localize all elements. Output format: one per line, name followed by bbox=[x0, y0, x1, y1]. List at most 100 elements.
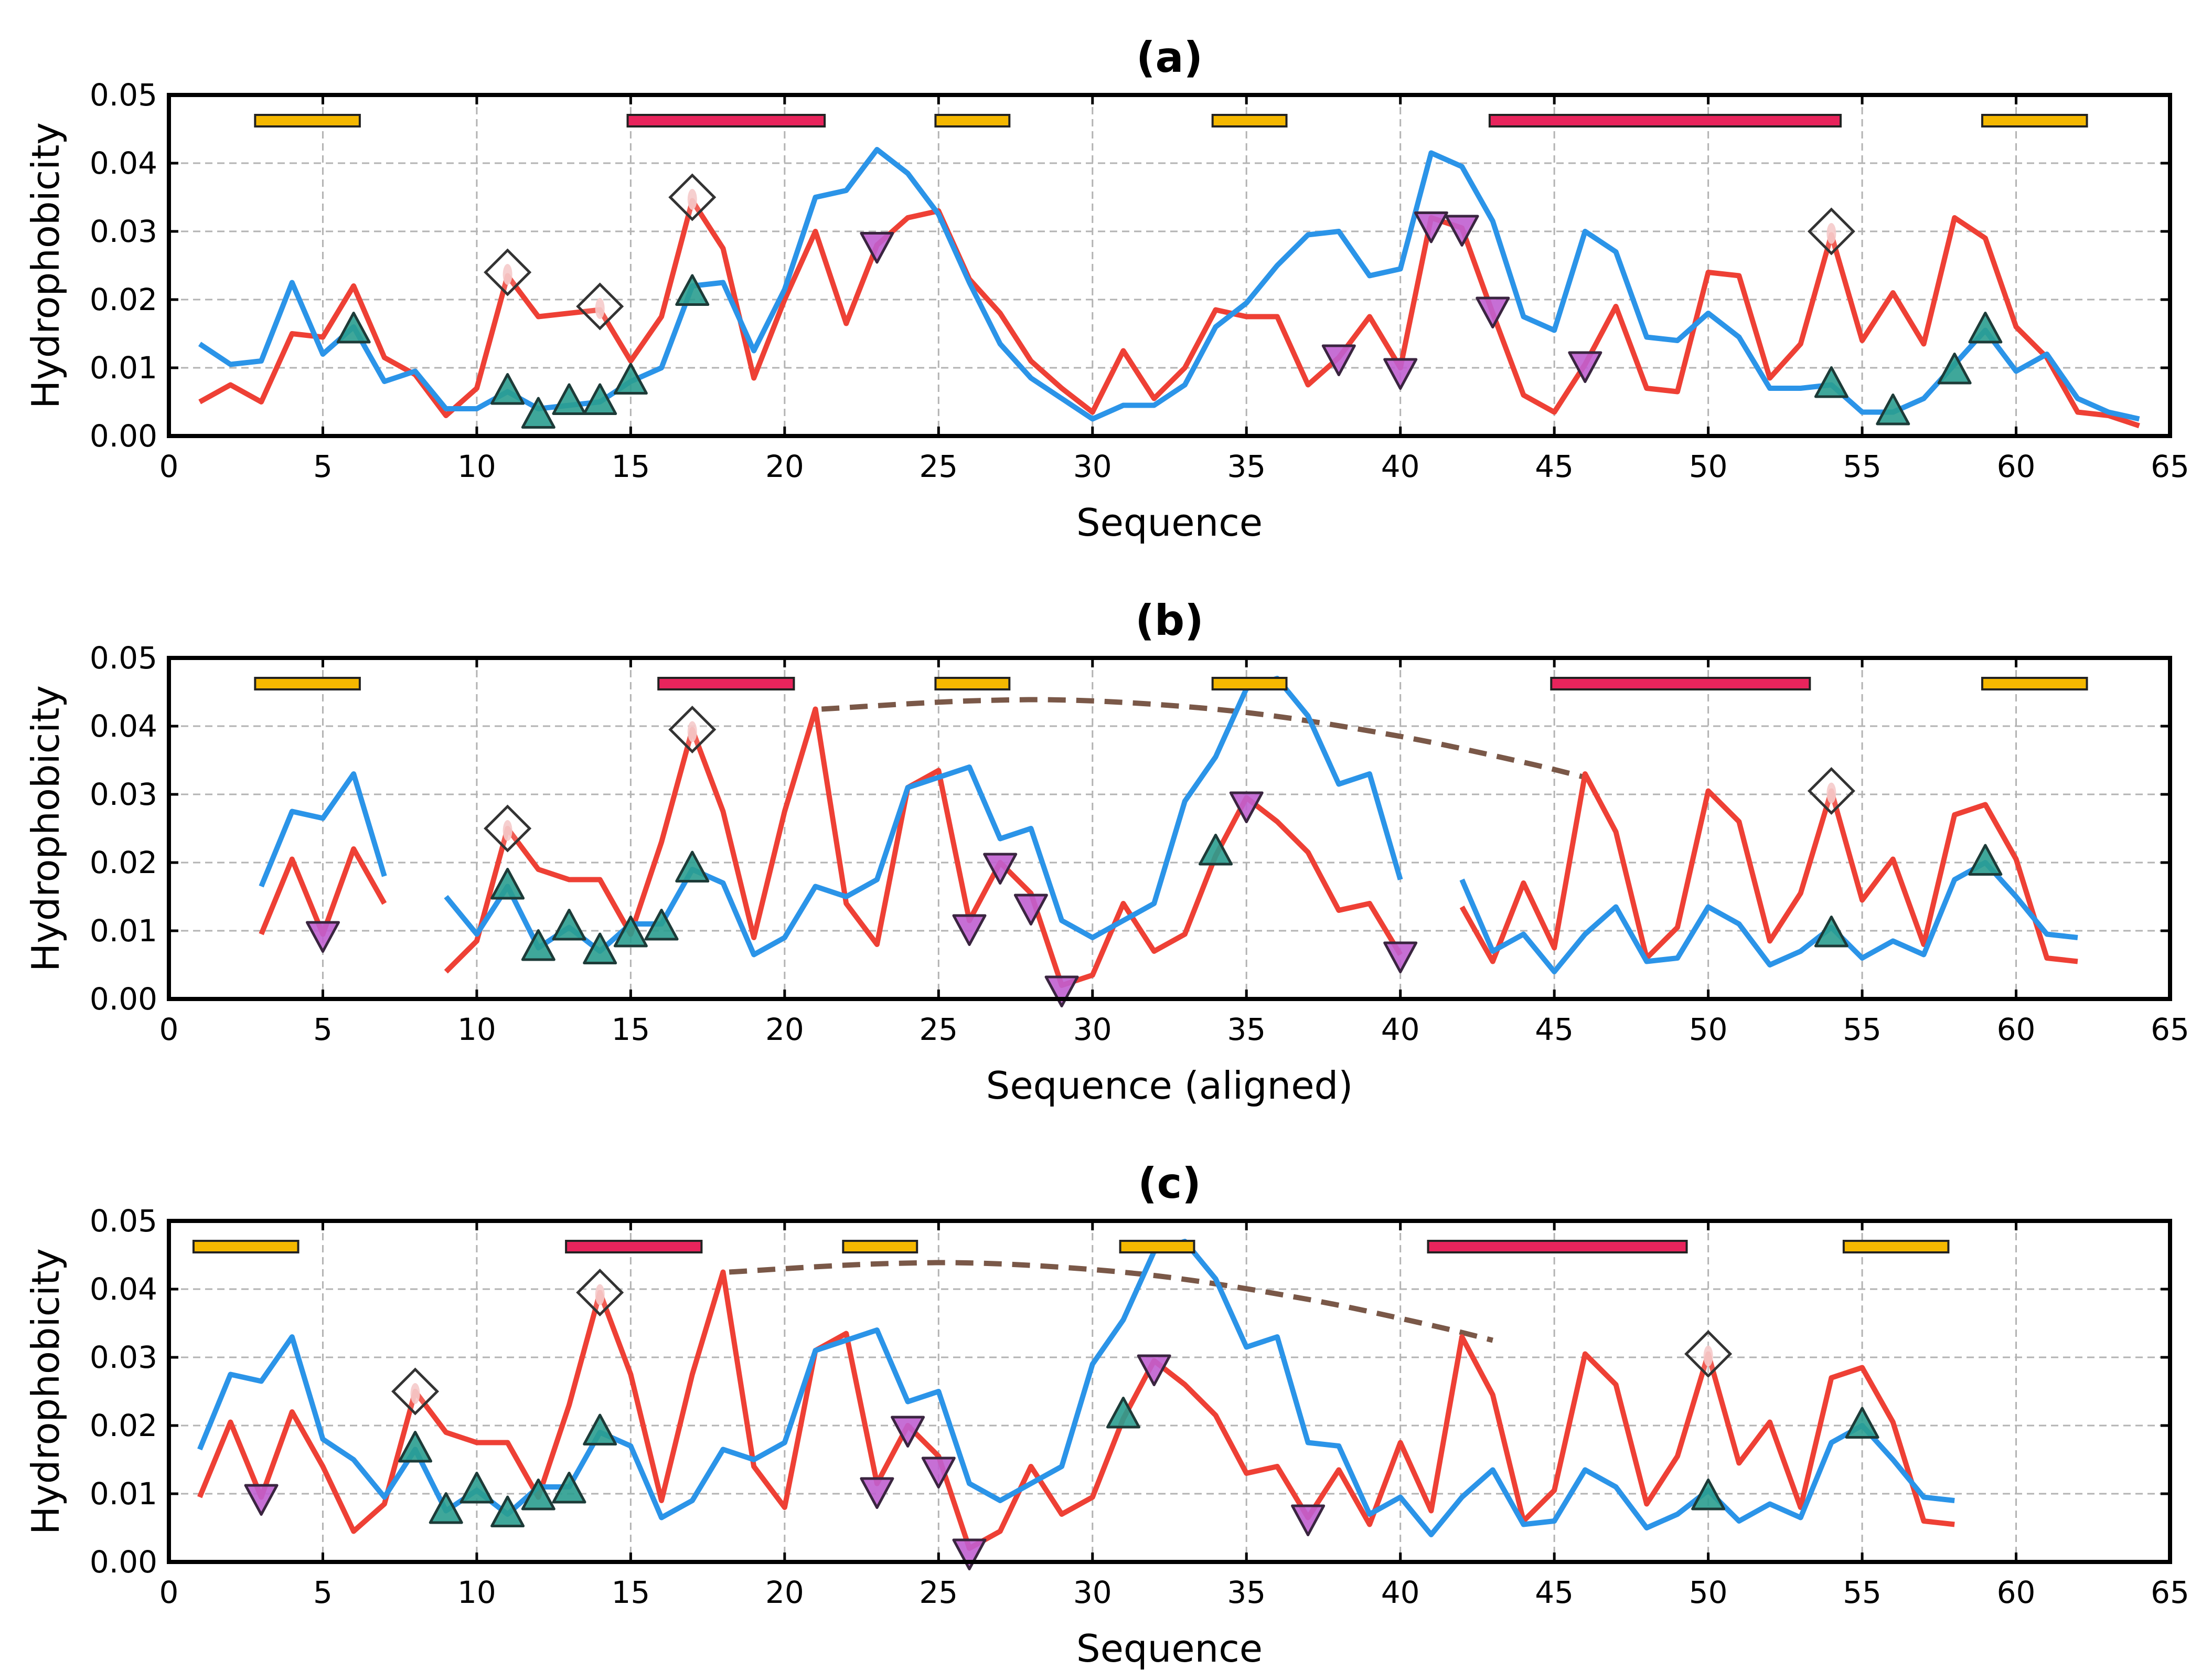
x-tick-label: 55 bbox=[1843, 1575, 1882, 1610]
diamond-glow bbox=[595, 1284, 605, 1305]
y-tick-label: 0.02 bbox=[90, 1408, 157, 1443]
y-tick-label: 0.05 bbox=[90, 640, 157, 676]
x-tick-label: 5 bbox=[313, 1575, 333, 1610]
up-triangle-marker bbox=[583, 932, 617, 964]
y-axis-label: Hydrophobicity bbox=[24, 122, 68, 409]
red-series-line bbox=[1459, 771, 2078, 964]
y-tick-label: 0.05 bbox=[90, 77, 157, 113]
up-triangle-marker bbox=[336, 312, 371, 344]
y-axis-label: Hydrophobicity bbox=[24, 685, 68, 972]
diamond-glow bbox=[1703, 1345, 1713, 1367]
y-tick-label: 0.00 bbox=[90, 418, 157, 454]
x-tick-label: 60 bbox=[1997, 1575, 2036, 1610]
x-tick-label: 45 bbox=[1535, 1012, 1574, 1047]
x-tick-label: 10 bbox=[457, 449, 496, 484]
x-tick-label: 55 bbox=[1843, 1012, 1882, 1047]
x-tick-label: 50 bbox=[1689, 1575, 1728, 1610]
diamond-glow bbox=[410, 1383, 420, 1404]
y-tick-label: 0.00 bbox=[90, 1544, 157, 1580]
down-triangle-marker bbox=[1013, 894, 1048, 926]
down-triangle-marker bbox=[891, 1416, 925, 1448]
down-triangle-marker bbox=[1291, 1504, 1326, 1536]
up-triangle-marker bbox=[490, 373, 525, 405]
y-tick-label: 0.05 bbox=[90, 1203, 157, 1239]
up-triangle-marker bbox=[1845, 1407, 1879, 1439]
y-tick-label: 0.03 bbox=[90, 214, 157, 249]
up-triangle-marker bbox=[490, 1495, 525, 1527]
x-tick-label: 65 bbox=[2151, 1575, 2189, 1610]
y-tick-label: 0.04 bbox=[90, 145, 157, 181]
x-tick-label: 65 bbox=[2151, 1012, 2189, 1047]
diamond-glow bbox=[687, 189, 697, 210]
up-triangle-marker bbox=[460, 1472, 494, 1504]
x-tick-label: 0 bbox=[159, 1575, 179, 1610]
diamond-marker bbox=[1807, 207, 1855, 256]
magenta-region-bar bbox=[1550, 677, 1811, 690]
x-tick-label: 25 bbox=[919, 449, 958, 484]
down-triangle-marker bbox=[1044, 975, 1079, 1007]
down-triangle-marker bbox=[1383, 941, 1418, 973]
up-triangle-marker bbox=[644, 909, 679, 941]
y-tick-label: 0.02 bbox=[90, 845, 157, 880]
y-tick-label: 0.02 bbox=[90, 282, 157, 317]
x-tick-label: 25 bbox=[919, 1575, 958, 1610]
x-tick-label: 45 bbox=[1535, 449, 1574, 484]
x-tick-label: 30 bbox=[1073, 1012, 1112, 1047]
x-tick-label: 5 bbox=[313, 449, 333, 484]
diamond-glow bbox=[503, 264, 512, 285]
panel-b: (b) Sequence (aligned) Hydrophobicity 0 5… bbox=[24, 596, 2189, 1108]
up-triangle-marker bbox=[521, 929, 555, 961]
trend-arc bbox=[821, 697, 1586, 780]
x-tick-label: 35 bbox=[1227, 449, 1266, 484]
x-tick-label: 35 bbox=[1227, 1012, 1266, 1047]
up-triangle-marker bbox=[583, 383, 617, 415]
yellow-region-bar bbox=[1981, 677, 2088, 690]
up-triangle-marker bbox=[490, 868, 525, 900]
diamond-marker bbox=[391, 1367, 440, 1416]
up-triangle-marker bbox=[675, 274, 710, 306]
down-triangle-marker bbox=[860, 232, 894, 264]
x-tick-label: 60 bbox=[1997, 1012, 2036, 1047]
up-triangle-marker bbox=[1968, 312, 2003, 344]
down-triangle-marker bbox=[952, 914, 987, 946]
yellow-region-bar bbox=[934, 677, 1011, 690]
up-triangle-marker bbox=[398, 1431, 433, 1463]
yellow-region-bar bbox=[1119, 1240, 1195, 1253]
yellow-region-bar bbox=[254, 677, 361, 690]
x-tick-label: 15 bbox=[611, 449, 650, 484]
red-series-line bbox=[198, 198, 2140, 429]
diamond-glow bbox=[1826, 223, 1836, 244]
yellow-region-bar bbox=[1211, 677, 1288, 690]
magenta-region-bar bbox=[1427, 1240, 1688, 1253]
diamond-marker bbox=[484, 248, 532, 296]
y-tick-label: 0.03 bbox=[90, 777, 157, 812]
up-triangle-marker bbox=[583, 1413, 617, 1445]
x-tick-label: 10 bbox=[457, 1012, 496, 1047]
axes-frame bbox=[167, 93, 2172, 438]
axes-frame bbox=[167, 1219, 2172, 1564]
yellow-region-bar bbox=[934, 114, 1011, 127]
yellow-region-bar bbox=[1842, 1240, 1950, 1253]
axes-frame bbox=[167, 656, 2172, 1001]
x-tick-label: 40 bbox=[1381, 1012, 1420, 1047]
x-tick-label: 55 bbox=[1843, 449, 1882, 484]
diamond-marker bbox=[1684, 1330, 1733, 1378]
y-tick-label: 0.00 bbox=[90, 981, 157, 1017]
up-triangle-marker bbox=[1937, 353, 1972, 385]
up-triangle-marker bbox=[613, 363, 648, 395]
x-tick-label: 40 bbox=[1381, 1575, 1420, 1610]
panel-c: (c) Sequence Hydrophobicity 0 5 10 15 20 25 30… bbox=[24, 1159, 2189, 1671]
down-triangle-marker bbox=[1414, 211, 1448, 243]
y-tick-label: 0.01 bbox=[90, 1476, 157, 1512]
up-triangle-marker bbox=[1968, 844, 2003, 876]
up-triangle-marker bbox=[1876, 394, 1910, 426]
down-triangle-marker bbox=[1445, 215, 1479, 247]
up-triangle-marker bbox=[552, 1472, 586, 1504]
down-triangle-marker bbox=[921, 1456, 956, 1488]
x-tick-label: 35 bbox=[1227, 1575, 1266, 1610]
panel-title: (b) bbox=[1135, 596, 1203, 645]
x-tick-label: 60 bbox=[1997, 449, 2036, 484]
up-triangle-marker bbox=[552, 909, 586, 941]
